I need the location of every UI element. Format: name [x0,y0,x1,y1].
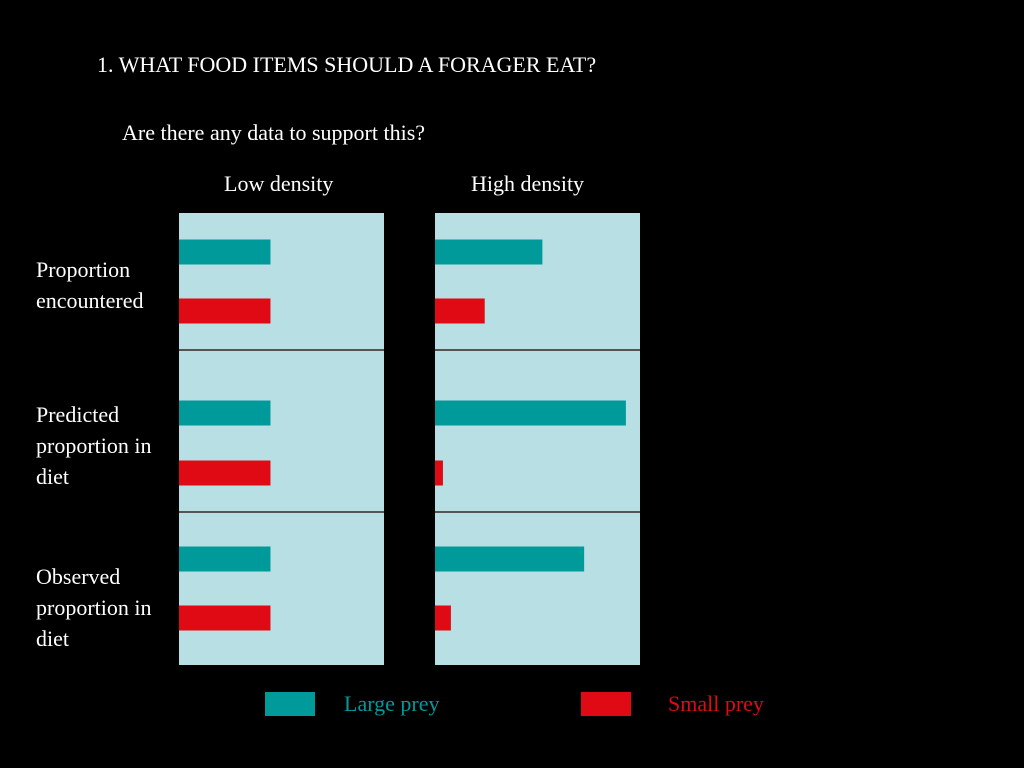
legend-label-large-prey: Large prey [344,691,440,716]
panel-title-high-density: High density [471,171,585,196]
panel-low-density [179,213,384,665]
bar-small-prey-low-density-proportion-encountered [179,298,271,324]
row-label-predicted-proportion: Predicted proportion in diet [36,402,152,489]
bar-small-prey-low-density-observed-proportion-in-diet [179,605,271,631]
legend-swatch-large-prey [265,692,315,716]
bar-small-prey-low-density-predicted-proportion-in-diet [179,460,271,486]
legend-label-small-prey: Small prey [668,691,764,716]
bar-small-prey-high-density-predicted-proportion-in-diet [435,460,443,486]
bar-large-prey-high-density-proportion-encountered [435,239,543,265]
page-title: 1. WHAT FOOD ITEMS SHOULD A FORAGER EAT? [97,52,597,77]
legend-swatch-small-prey [581,692,631,716]
bar-large-prey-high-density-observed-proportion-in-diet [435,546,585,572]
bar-large-prey-high-density-predicted-proportion-in-diet [435,400,626,426]
bar-large-prey-low-density-proportion-encountered [179,239,271,265]
panel-high-density [435,213,640,665]
bar-small-prey-high-density-proportion-encountered [435,298,485,324]
bar-small-prey-high-density-observed-proportion-in-diet [435,605,451,631]
bar-large-prey-low-density-predicted-proportion-in-diet [179,400,271,426]
panel-title-low-density: Low density [224,171,334,196]
row-label-proportion-encountered: Proportion encountered [36,257,144,313]
bar-large-prey-low-density-observed-proportion-in-diet [179,546,271,572]
subtitle: Are there any data to support this? [122,120,426,145]
row-label-observed-proportion: Observed proportion in diet [36,564,152,651]
